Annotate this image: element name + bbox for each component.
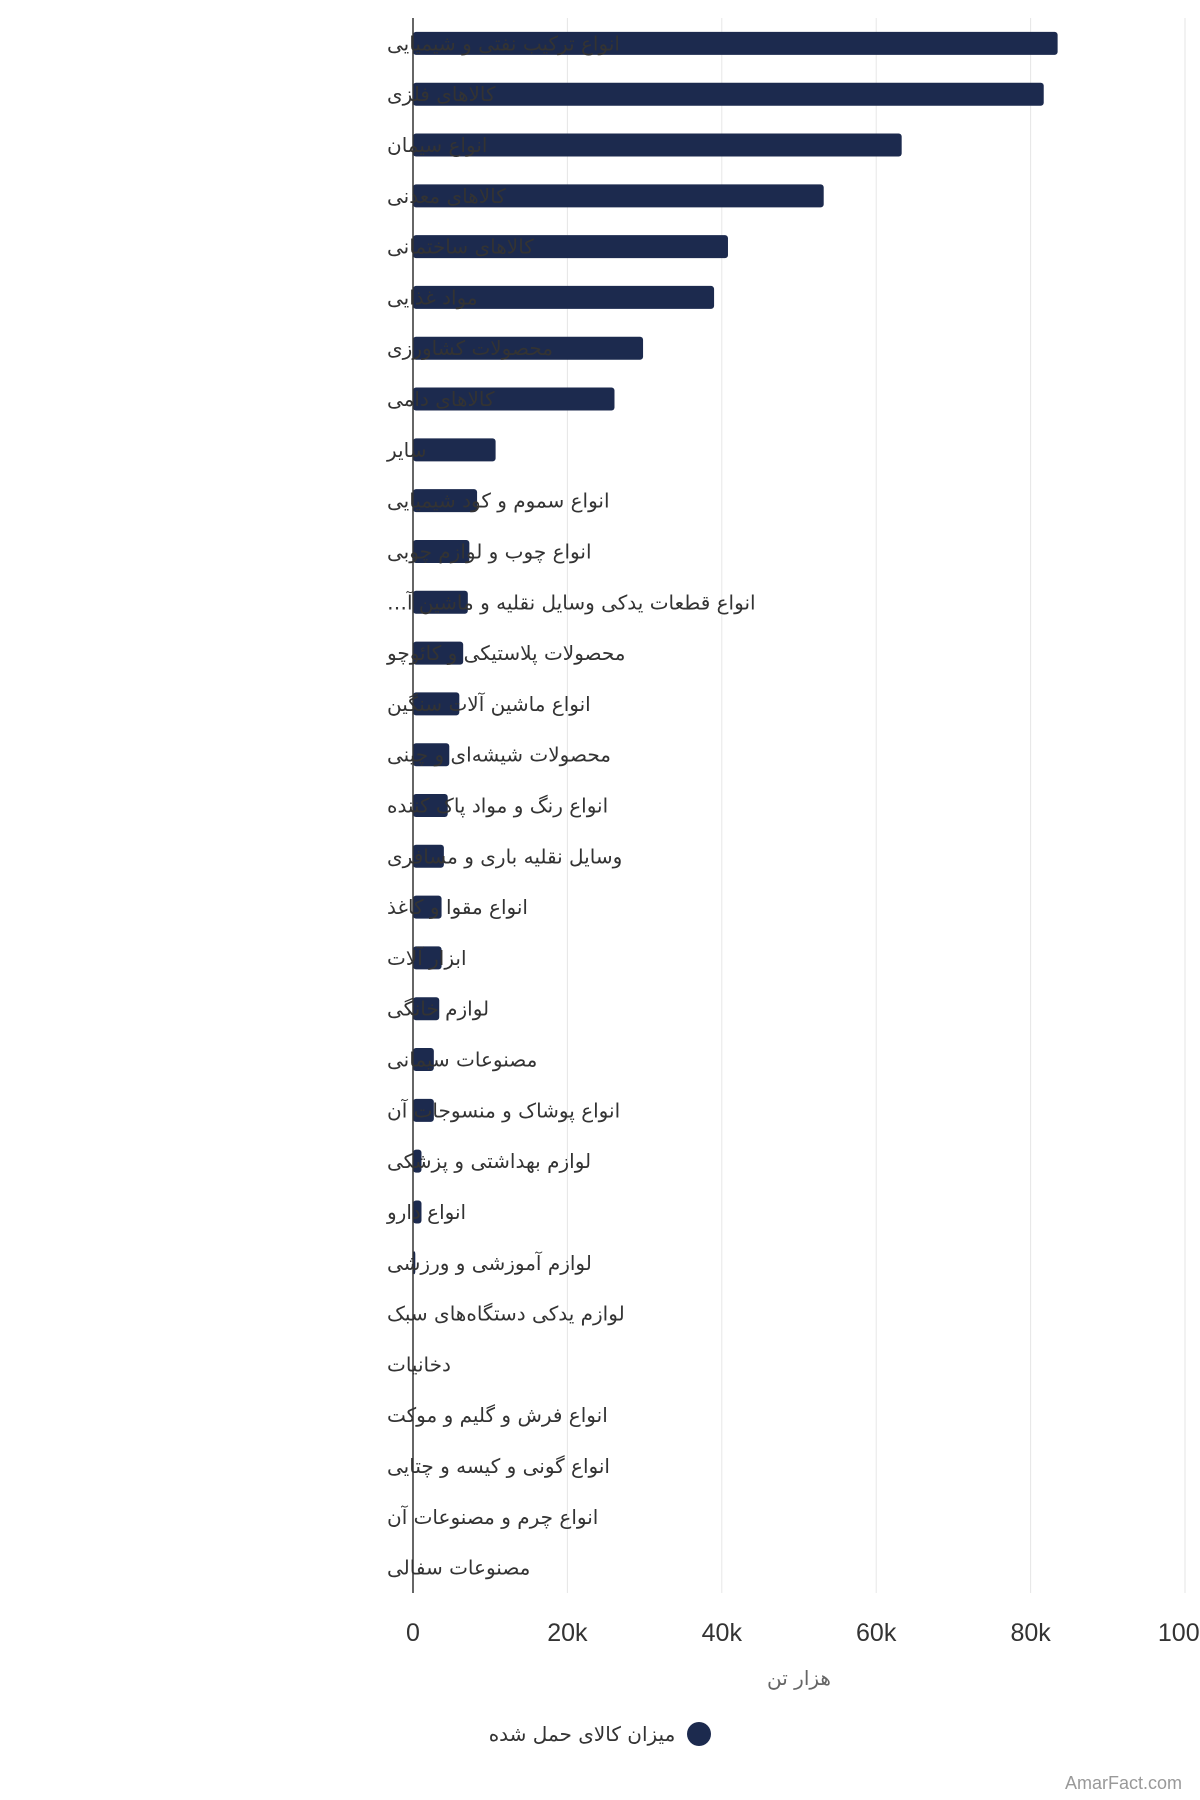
bar[interactable] (413, 590, 468, 614)
x-tick-label: 60k (856, 1619, 897, 1647)
bar[interactable] (413, 438, 496, 462)
category-label: مواد غذایی (387, 285, 478, 309)
bar[interactable] (413, 285, 715, 309)
category-label: دخانیات (387, 1352, 451, 1376)
category-label: کالاهای دامی (387, 387, 495, 411)
bar[interactable] (413, 539, 470, 563)
bar[interactable] (413, 184, 824, 208)
credit-link[interactable]: AmarFact.com (1064, 1773, 1182, 1793)
category-label: لوازم آموزشی و ورزشی (387, 1250, 592, 1275)
category-label: انواع ماشین آلات سنگین (387, 691, 591, 716)
bar[interactable] (413, 794, 448, 817)
category-label: لوازم خانگی (387, 997, 489, 1021)
category-label: لوازم یدکی دستگاه‌های سبک (387, 1302, 625, 1326)
category-label: وسایل نقلیه باری و مسافری (387, 844, 622, 868)
bar[interactable] (413, 844, 444, 868)
gridlines (566, 18, 1186, 1593)
category-label: انواع پوشاک و منسوجات آن (387, 1097, 620, 1123)
category-label: سایر (386, 438, 426, 462)
x-tick-label: 80k (1010, 1619, 1051, 1647)
bar-chart: انواع ترکیب نفتی و شیمیایی کالاهای فلزی ان… (386, 18, 1200, 1690)
x-axis-title: هزار تن (767, 1666, 831, 1690)
category-label: کالاهای ساختمانی (387, 235, 534, 259)
category-label: انواع رنگ و مواد پاک کننده (387, 794, 608, 819)
legend-marker-icon (687, 1722, 712, 1746)
bar[interactable] (413, 235, 728, 259)
x-tick-label: 20k (547, 1619, 588, 1647)
x-tick-label: 0 (406, 1619, 420, 1647)
bar[interactable] (413, 1200, 422, 1224)
category-labels: انواع ترکیب نفتی و شیمیایی کالاهای فلزی ان… (386, 31, 756, 1579)
category-label: ابزار آلات (387, 945, 467, 970)
bar[interactable] (413, 895, 442, 919)
category-label: انواع سموم و کود شیمیایی (387, 489, 610, 513)
bar[interactable] (413, 692, 460, 716)
bar[interactable] (413, 133, 902, 157)
bar[interactable] (413, 743, 450, 767)
category-label: انواع ترکیب نفتی و شیمیایی (387, 31, 620, 55)
x-tick-label: 40k (702, 1619, 743, 1647)
category-label: انواع فرش و گلیم و موکت (387, 1403, 608, 1427)
category-label: انواع چرم و مصنوعات آن (387, 1504, 598, 1529)
category-label: مصنوعات سفالی (387, 1556, 530, 1580)
category-label: لوازم بهداشتی و پزشکی (387, 1149, 591, 1174)
bar[interactable] (413, 946, 442, 970)
category-label: محصولات پلاستیکی و کائوچو (386, 641, 626, 666)
bar[interactable] (413, 336, 644, 360)
bars (413, 31, 1058, 1275)
bar[interactable] (413, 489, 478, 513)
legend-label: میزان کالای حمل شده (488, 1722, 676, 1746)
category-label: محصولات شیشه‌ای و چینی (387, 743, 611, 767)
bar[interactable] (413, 31, 1058, 55)
bar[interactable] (413, 641, 464, 665)
x-tick-label: 100k (1158, 1619, 1200, 1647)
category-label: انواع قطعات یدکی وسایل نقلیه و ماشین آ… (387, 589, 756, 614)
category-label: انواع سیمان (387, 133, 487, 157)
category-label: کالاهای معدنی (387, 184, 506, 208)
category-label: مصنوعات سیمانی (387, 1048, 537, 1072)
bar[interactable] (413, 1098, 434, 1122)
category-label: محصولات کشاورزی (387, 336, 553, 360)
x-axis-tick-labels: 0 20k 40k 60k 80k 100k (406, 1619, 1200, 1647)
category-label: انواع دارو (386, 1200, 466, 1224)
bar[interactable] (413, 1149, 422, 1173)
bar[interactable] (413, 387, 615, 411)
bar[interactable] (413, 997, 440, 1021)
legend[interactable]: میزان کالای حمل شده (0, 1722, 1200, 1746)
category-label: کالاهای فلزی (387, 82, 496, 106)
bar[interactable] (413, 1048, 434, 1072)
category-label: انواع گونی و کیسه و چتایی (387, 1454, 610, 1478)
category-label: انواع مقوا و کاغذ (387, 895, 528, 919)
category-label: انواع چوب و لوازم چوبی (387, 539, 592, 563)
bar[interactable] (413, 82, 1044, 106)
